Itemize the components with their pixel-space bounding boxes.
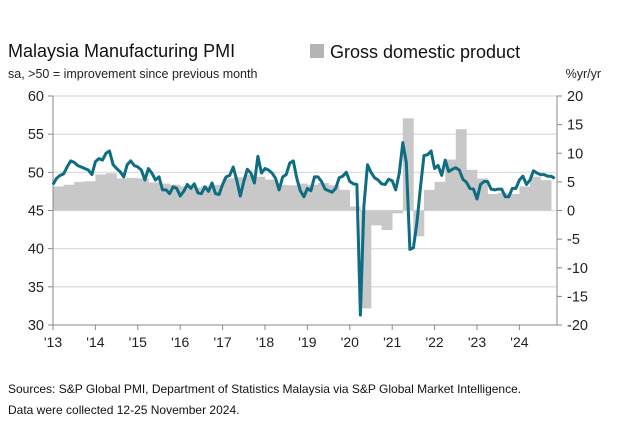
right-tick-label: -20 [567, 318, 588, 334]
gdp-bar [222, 178, 234, 211]
gdp-bar [508, 193, 520, 211]
x-tick-label: '18 [256, 334, 274, 350]
legend-gdp-swatch [310, 44, 324, 58]
gdp-bar [381, 210, 393, 230]
x-tick-label: '14 [86, 334, 104, 350]
gdp-bar [169, 184, 181, 211]
gdp-bar [530, 176, 541, 211]
gdp-bar [190, 187, 202, 211]
gdp-bar [254, 176, 266, 211]
right-tick-label: 5 [567, 175, 575, 191]
footer-collection-note: Data were collected 12-25 November 2024. [8, 403, 239, 417]
gdp-bar [201, 185, 213, 211]
gdp-bar [275, 184, 287, 211]
x-tick-label: '23 [468, 334, 486, 350]
legend-gdp-label: Gross domestic product [330, 42, 520, 62]
right-tick-label: -10 [567, 261, 588, 277]
footer-sources: Sources: S&P Global PMI, Department of S… [8, 382, 521, 396]
gdp-bar [74, 181, 86, 211]
gdp-bar [148, 182, 160, 211]
right-tick-label: 15 [567, 118, 583, 134]
gdp-bar [540, 180, 552, 211]
gdp-bar [339, 189, 351, 211]
gdp-bar [477, 178, 488, 211]
gdp-bar [95, 174, 107, 211]
gdp-bar [106, 173, 117, 211]
gdp-bar [445, 159, 457, 211]
gdp-bar [127, 177, 139, 211]
gdp-bar [63, 184, 75, 211]
right-tick-label: 20 [567, 89, 583, 105]
gdp-bar [360, 210, 372, 309]
gdp-bar [286, 185, 298, 211]
gdp-bar [424, 189, 435, 211]
gdp-bar [180, 186, 192, 211]
gdp-bar [371, 210, 382, 226]
x-tick-label: '19 [298, 334, 316, 350]
x-tick-label: '20 [341, 334, 359, 350]
gdp-bar [53, 186, 64, 211]
axes [48, 95, 562, 330]
x-tick-label: '13 [44, 334, 62, 350]
left-tick-label: 50 [28, 165, 44, 181]
gdp-bar [243, 175, 255, 211]
gdp-bar [413, 210, 425, 237]
gdp-bar [265, 179, 276, 211]
gdp-bar [159, 183, 170, 211]
left-tick-label: 60 [28, 89, 44, 105]
left-tick-label: 30 [28, 318, 44, 334]
right-axis-label: %yr/yr [566, 67, 601, 81]
left-tick-label: 45 [28, 204, 44, 220]
gdp-bar [349, 206, 361, 211]
gdp-bar [212, 184, 223, 211]
gdp-bar [116, 178, 128, 211]
left-tick-label: 55 [28, 127, 44, 143]
right-tick-label: -5 [567, 232, 580, 248]
gdp-bar [328, 185, 340, 211]
x-tick-label: '17 [213, 334, 231, 350]
gdp-bar [84, 181, 96, 211]
x-tick-label: '24 [510, 334, 528, 350]
gdp-bar [487, 193, 499, 211]
pmi-line [51, 141, 556, 317]
gdp-bar [455, 129, 467, 211]
right-tick-label: 0 [567, 204, 575, 220]
chart-title: Malaysia Manufacturing PMI [8, 41, 235, 61]
gdp-bar [307, 184, 319, 211]
gdp-bar [137, 178, 149, 211]
chart-subtitle: sa, >50 = improvement since previous mon… [8, 67, 257, 81]
left-tick-label: 35 [28, 280, 44, 296]
x-tick-label: '22 [425, 334, 443, 350]
gdp-bar [392, 210, 404, 214]
x-tick-label: '21 [383, 334, 401, 350]
gdp-bar [498, 192, 510, 211]
tick-labels: 30 35 40 45 50 55 60 -20 -15 -10 -5 0 5 10 15 20 '13 '14 '… [28, 89, 588, 350]
gdp-bars [53, 118, 552, 309]
gdp-bar [402, 118, 414, 211]
x-tick-label: '16 [171, 334, 189, 350]
gdp-bar [296, 183, 308, 211]
x-tick-label: '15 [129, 334, 147, 350]
gdp-bar [434, 181, 446, 211]
gdp-bar [519, 186, 531, 211]
left-tick-label: 40 [28, 242, 44, 258]
right-tick-label: 10 [567, 146, 583, 162]
right-tick-label: -15 [567, 289, 588, 305]
gdp-bar [318, 183, 329, 211]
